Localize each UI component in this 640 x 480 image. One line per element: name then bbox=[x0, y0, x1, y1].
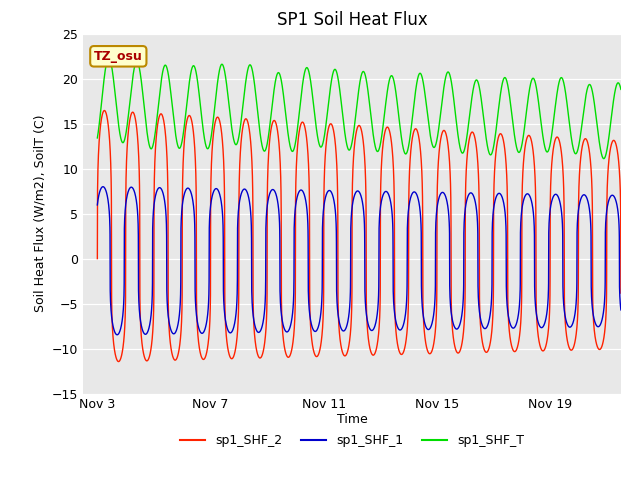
Y-axis label: Soil Heat Flux (W/m2), SoilT (C): Soil Heat Flux (W/m2), SoilT (C) bbox=[33, 115, 47, 312]
X-axis label: Time: Time bbox=[337, 413, 367, 426]
Title: SP1 Soil Heat Flux: SP1 Soil Heat Flux bbox=[276, 11, 428, 29]
Legend: sp1_SHF_2, sp1_SHF_1, sp1_SHF_T: sp1_SHF_2, sp1_SHF_1, sp1_SHF_T bbox=[175, 429, 529, 452]
Text: TZ_osu: TZ_osu bbox=[94, 50, 143, 63]
